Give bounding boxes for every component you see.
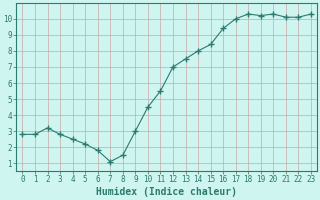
X-axis label: Humidex (Indice chaleur): Humidex (Indice chaleur) (96, 187, 237, 197)
